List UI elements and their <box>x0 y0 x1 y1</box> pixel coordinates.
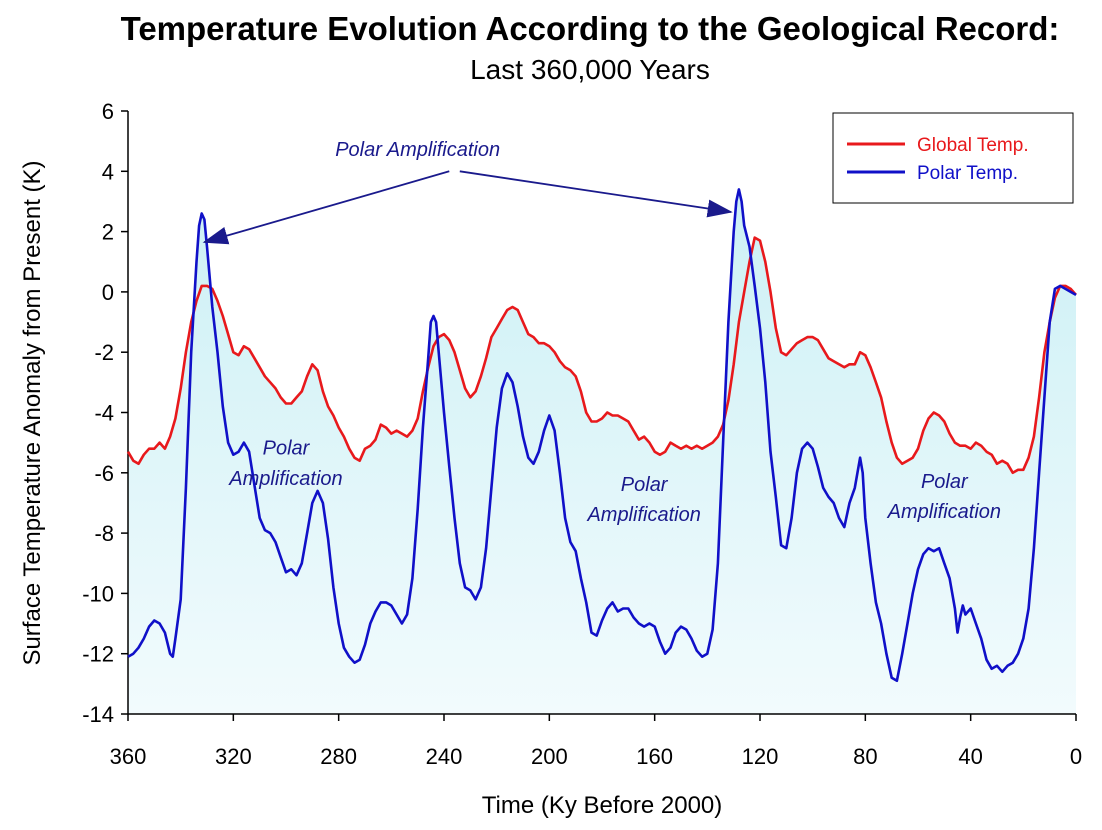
annotation-label: Polar <box>621 474 669 496</box>
x-tick-label: 0 <box>1070 744 1082 769</box>
chart-subtitle: Last 360,000 Years <box>470 54 710 85</box>
y-tick-label: 2 <box>102 220 114 245</box>
legend-box <box>832 112 1074 204</box>
y-tick-label: -10 <box>82 581 114 606</box>
y-tick-label: -14 <box>82 702 114 727</box>
global-temp-line <box>126 236 1077 475</box>
shaded-region <box>128 189 1076 714</box>
x-tick-label: 160 <box>636 744 673 769</box>
y-tick-label: -4 <box>94 401 114 426</box>
annotation-label: Amplification <box>887 501 1001 523</box>
annotation-label: Amplification <box>228 468 342 490</box>
annotation-label: Polar <box>921 471 969 493</box>
plot-area: 6 4 2 0 -2 -4 -6 -8 -10 -12 -14 360 320 280 240 200 160 1… <box>82 99 1082 769</box>
annotation-label: Polar Amplification <box>335 139 500 161</box>
x-tick-label: 280 <box>320 744 357 769</box>
annotation-arrow <box>202 170 450 245</box>
legend-label-polar: Polar Temp. <box>917 163 1018 184</box>
x-tick-label: 200 <box>531 744 568 769</box>
y-tick-label: 6 <box>102 99 114 124</box>
x-tick-label: 320 <box>215 744 252 769</box>
y-axis-label: Surface Temperature Anomaly from Present… <box>19 160 46 665</box>
y-tick-label: 4 <box>102 159 114 184</box>
annotation-label: Polar <box>263 438 311 460</box>
legend: Global Temp. Polar Temp. <box>832 112 1074 204</box>
y-tick-label: -8 <box>94 521 114 546</box>
annotation-label: Amplification <box>586 504 700 526</box>
legend-label-global: Global Temp. <box>917 135 1029 156</box>
y-tick-label: -2 <box>94 340 114 365</box>
x-tick-label: 240 <box>426 744 463 769</box>
x-tick-label: 120 <box>742 744 779 769</box>
polar-temp-line <box>127 188 1077 683</box>
x-tick-label: 360 <box>110 744 147 769</box>
y-tick-label: -12 <box>82 642 114 667</box>
x-tick-label: 40 <box>958 744 982 769</box>
y-tick-label: 0 <box>102 280 114 305</box>
annotation-arrow <box>459 170 733 218</box>
chart-title: Temperature Evolution According to the G… <box>121 10 1060 47</box>
y-tick-label: -6 <box>94 461 114 486</box>
x-axis-label: Time (Ky Before 2000) <box>482 792 723 819</box>
x-tick-label: 80 <box>853 744 877 769</box>
